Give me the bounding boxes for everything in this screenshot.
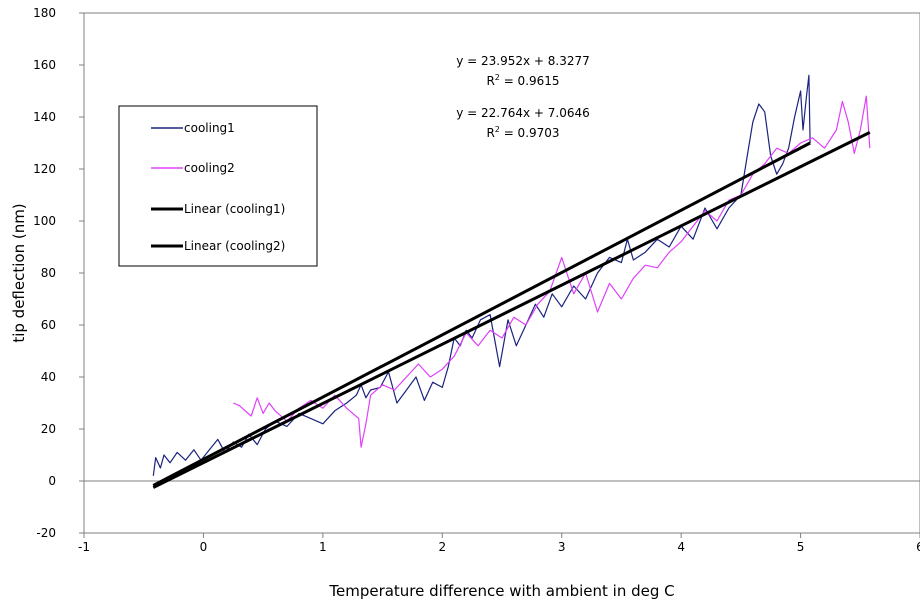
x-tick-label: 3 bbox=[558, 540, 566, 554]
y-tick-label: 20 bbox=[41, 422, 56, 436]
trendline-linear-cooling1 bbox=[152, 141, 811, 487]
legend-label-linear-cooling1: Linear (cooling1) bbox=[184, 202, 285, 216]
x-tick-label: 0 bbox=[200, 540, 208, 554]
y-tick-label: 140 bbox=[33, 110, 56, 124]
equation-1: y = 23.952x + 8.3277 bbox=[456, 54, 590, 68]
x-tick-label: -1 bbox=[78, 540, 90, 554]
r-squared-2: R2 = 0.9703 bbox=[486, 125, 559, 140]
y-tick-label: 160 bbox=[33, 58, 56, 72]
y-tick-label: 80 bbox=[41, 266, 56, 280]
series-line-cooling2 bbox=[233, 95, 871, 448]
legend-item-linear-cooling1: Linear (cooling1) bbox=[151, 202, 285, 216]
r-squared-1: R2 = 0.9615 bbox=[486, 73, 559, 88]
legend-label-cooling1: cooling1 bbox=[184, 121, 235, 135]
plot-area bbox=[83, 12, 920, 534]
x-tick-label: 4 bbox=[677, 540, 685, 554]
legend-item-linear-cooling2: Linear (cooling2) bbox=[151, 239, 285, 253]
legend: cooling1 cooling2 Linear (cooling1) Line… bbox=[118, 105, 318, 267]
y-tick-label: 0 bbox=[48, 474, 56, 488]
legend-item-cooling1: cooling1 bbox=[151, 121, 235, 135]
x-axis-title: Temperature difference with ambient in d… bbox=[328, 582, 674, 600]
equation-2: y = 22.764x + 7.0646 bbox=[456, 106, 590, 120]
y-axis-ticks: -20 0 20 40 60 80 100 120 140 160 180 bbox=[33, 6, 84, 540]
x-axis-ticks: -1 0 1 2 3 4 5 6 bbox=[78, 533, 920, 554]
x-tick-label: 6 bbox=[916, 540, 920, 554]
y-tick-label: 60 bbox=[41, 318, 56, 332]
x-tick-label: 1 bbox=[319, 540, 327, 554]
y-tick-label: 180 bbox=[33, 6, 56, 20]
series-layer bbox=[152, 74, 871, 489]
trendline-linear-cooling2 bbox=[152, 131, 871, 489]
y-tick-label: 120 bbox=[33, 162, 56, 176]
trendline-equations: y = 23.952x + 8.3277 R2 = 0.9615 y = 22.… bbox=[456, 54, 590, 140]
y-axis-title: tip deflection (nm) bbox=[10, 203, 28, 342]
y-tick-label: 100 bbox=[33, 214, 56, 228]
x-tick-label: 2 bbox=[438, 540, 446, 554]
x-tick-label: 5 bbox=[797, 540, 805, 554]
legend-label-cooling2: cooling2 bbox=[184, 161, 235, 175]
legend-box bbox=[118, 105, 318, 267]
legend-label-linear-cooling2: Linear (cooling2) bbox=[184, 239, 285, 253]
y-tick-label: -20 bbox=[36, 526, 56, 540]
legend-item-cooling2: cooling2 bbox=[151, 161, 235, 175]
y-tick-label: 40 bbox=[41, 370, 56, 384]
